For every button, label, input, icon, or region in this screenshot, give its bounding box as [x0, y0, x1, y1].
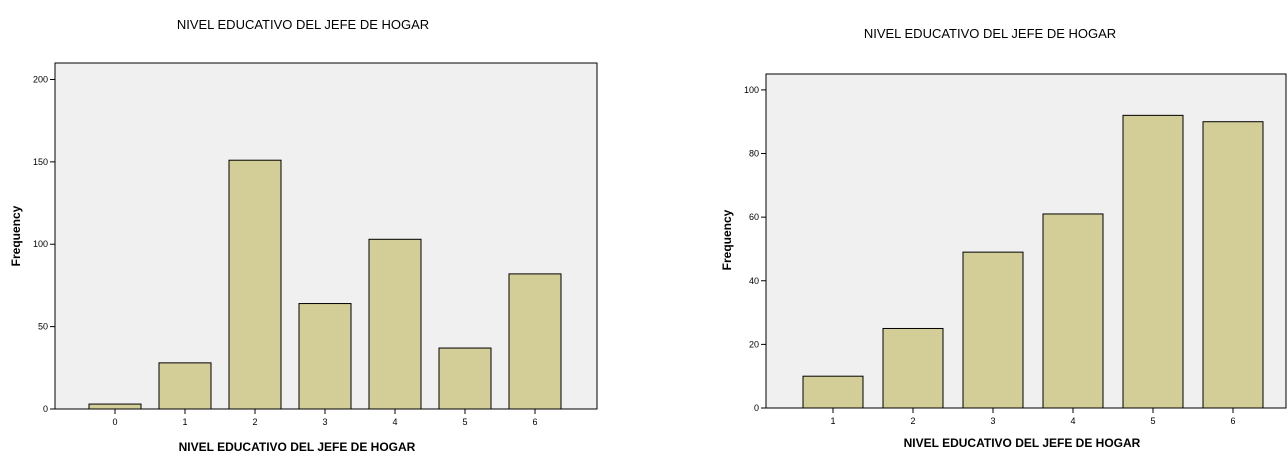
x-axis-title: NIVEL EDUCATIVO DEL JEFE DE HOGAR [904, 436, 1141, 450]
bars [88, 159, 562, 410]
bar-6 [508, 273, 562, 410]
x-axis-title: NIVEL EDUCATIVO DEL JEFE DE HOGAR [179, 440, 416, 453]
bars [802, 114, 1264, 409]
x-tick-label: 4 [1070, 416, 1075, 426]
plot-area [765, 73, 1287, 409]
y-tick-label: 60 [749, 212, 759, 222]
y-axis-title: Frequency [720, 209, 734, 270]
x-tick-label: 6 [532, 417, 537, 427]
chart-left: NIVEL EDUCATIVO DEL JEFE DE HOGAR 0 50 100… [0, 0, 640, 453]
bar-3 [298, 303, 352, 410]
y-tick-label: 20 [749, 339, 759, 349]
y-tick-label: 80 [749, 149, 759, 159]
x-tick-label: 5 [462, 417, 467, 427]
chart-left-svg: NIVEL EDUCATIVO DEL JEFE DE HOGAR 050100… [9, 17, 598, 453]
chart-right-svg: NIVEL EDUCATIVO DEL JEFE DE HOGAR 0 20 40 6… [720, 26, 1287, 450]
x-tick-label: 3 [990, 416, 995, 426]
bar-5 [1122, 114, 1184, 409]
bar-0 [88, 403, 142, 410]
bar-5 [438, 347, 492, 410]
bar-1 [802, 375, 864, 409]
bar-4 [368, 238, 422, 410]
x-axis: 1 2 3 4 5 6 [830, 408, 1236, 426]
bar-6 [1202, 121, 1264, 409]
y-axis: 0 20 40 60 80 100 [744, 85, 766, 413]
y-tick-label: 0 [43, 404, 48, 414]
x-tick-label: 2 [252, 417, 257, 427]
x-tick-label: 0 [112, 417, 117, 427]
y-axis: 0 50 100 150 200 [33, 74, 55, 414]
bar-2 [228, 159, 282, 410]
x-tick-label: 2 [910, 416, 915, 426]
x-tick-label: 1 [830, 416, 835, 426]
bar-1 [158, 362, 212, 410]
y-axis-title: Frequency [9, 205, 23, 266]
chart-title: NIVEL EDUCATIVO DEL JEFE DE HOGAR [864, 26, 1116, 41]
x-tick-label: 4 [392, 417, 397, 427]
bar-3 [962, 251, 1024, 409]
y-tick-label: 0 [754, 403, 759, 413]
y-tick-label: 100 [744, 85, 759, 95]
y-tick-label: 40 [749, 276, 759, 286]
y-tick-label: 200 [33, 74, 48, 84]
x-tick-label: 3 [322, 417, 327, 427]
x-tick-label: 5 [1150, 416, 1155, 426]
bar-4 [1042, 213, 1104, 409]
x-tick-label: 1 [182, 417, 187, 427]
y-tick-label: 50 [38, 322, 48, 332]
chart-right: NIVEL EDUCATIVO DEL JEFE DE HOGAR 0 20 40 6… [710, 0, 1288, 453]
y-tick-label: 100 [33, 239, 48, 249]
y-tick-label: 150 [33, 157, 48, 167]
x-axis: 0 1 2 3 4 5 6 [112, 409, 538, 427]
x-tick-label: 6 [1230, 416, 1235, 426]
chart-title: NIVEL EDUCATIVO DEL JEFE DE HOGAR [177, 17, 429, 32]
bar-2 [882, 327, 944, 409]
